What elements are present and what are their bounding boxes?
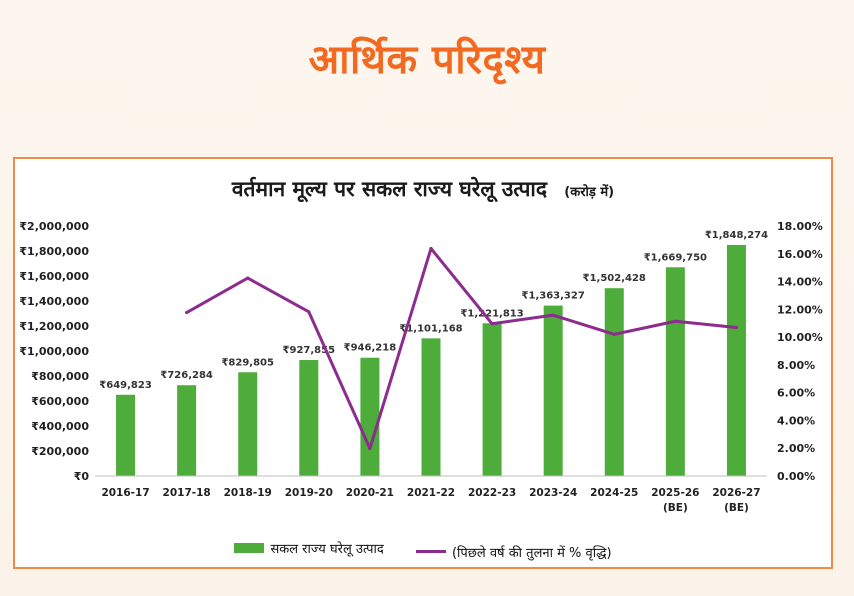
x-tick-label: 2018-19 [224, 487, 272, 499]
x-tick-label: 2026-27 (BE) [712, 487, 760, 514]
y-left-tick-label: ₹400,000 [31, 420, 89, 433]
y-left-tick-label: ₹1,200,000 [19, 320, 89, 333]
y-right-tick-label: 16.00% [777, 248, 823, 261]
growth-point [246, 276, 250, 280]
y-left-tick-label: ₹600,000 [31, 395, 89, 408]
y-right-tick-label: 6.00% [777, 387, 815, 400]
x-tick-line: 2019-20 [285, 487, 333, 499]
bar-data-label: ₹1,848,274 [705, 230, 768, 241]
x-tick-label: 2025-26 (BE) [651, 487, 699, 514]
page-title: आर्थिक परिदृश्य [308, 37, 546, 83]
bar [421, 338, 441, 476]
x-tick-line: (BE) [663, 502, 688, 514]
x-tick-line: 2024-25 [590, 487, 638, 499]
legend: सकल राज्य घरेलू उत्पाद (पिछले वर्ष की तु… [15, 539, 831, 561]
x-tick-line: 2017-18 [163, 487, 211, 499]
bar-data-labels: ₹649,823 ₹726,284 ₹829,805 ₹927,855 ₹946,218… [99, 230, 768, 391]
x-tick-line: (BE) [724, 502, 749, 514]
right-axis: 0.00% 2.00% 4.00% 6.00% 8.00% 10.00% 12.00% 14.… [777, 220, 823, 483]
y-right-tick-label: 14.00% [777, 276, 823, 289]
legend-label-growth: (पिछले वर्ष की तुलना में % वृद्धि) [451, 545, 612, 561]
bar [299, 360, 319, 476]
x-tick-line: 2016-17 [101, 487, 149, 499]
bar [604, 288, 624, 476]
y-left-tick-label: ₹800,000 [31, 370, 89, 383]
growth-point [673, 319, 677, 323]
x-tick-line: 2026-27 [712, 487, 760, 499]
bar [238, 372, 258, 476]
y-right-tick-label: 4.00% [777, 414, 815, 427]
bar [177, 385, 197, 476]
x-tick-label: 2017-18 [163, 487, 211, 499]
x-tick-label: 2023-24 [529, 487, 577, 499]
bar-data-label: ₹649,823 [99, 380, 152, 391]
legend-item-gsdp: सकल राज्य घरेलू उत्पाद [234, 539, 384, 557]
x-tick-line: 2020-21 [346, 487, 394, 499]
chart-title: वर्तमान मूल्य पर सकल राज्य घरेलू उत्पाद … [15, 175, 831, 203]
x-tick-line: 2022-23 [468, 487, 516, 499]
legend-bar-swatch [234, 543, 265, 553]
x-tick-line: 2018-19 [224, 487, 272, 499]
growth-point [551, 313, 555, 317]
chart-title-text: वर्तमान मूल्य पर सकल राज्य घरेलू उत्पाद [231, 177, 547, 201]
bar-data-label: ₹829,805 [221, 357, 274, 368]
y-right-tick-label: 8.00% [777, 359, 815, 372]
y-left-tick-label: ₹1,600,000 [19, 270, 89, 283]
x-tick-label: 2024-25 [590, 487, 638, 499]
bar-data-label: ₹1,221,813 [460, 308, 523, 319]
y-left-tick-label: ₹1,000,000 [19, 345, 89, 358]
legend-line-swatch [415, 550, 446, 553]
x-tick-line: 2025-26 [651, 487, 699, 499]
chart-card: वर्तमान मूल्य पर सकल राज्य घरेलू उत्पाद … [13, 157, 833, 569]
bar-data-label: ₹1,669,750 [644, 252, 707, 263]
growth-point [429, 246, 433, 251]
bar [482, 323, 502, 476]
growth-line-series [185, 246, 739, 451]
bar-data-label: ₹726,284 [160, 370, 213, 381]
legend-item-growth: (पिछले वर्ष की तुलना में % वृद्धि) [415, 543, 612, 561]
y-left-tick-label: ₹1,400,000 [19, 295, 89, 308]
growth-point [368, 446, 372, 451]
bar-data-label: ₹1,502,428 [583, 273, 646, 284]
y-right-tick-label: 10.00% [777, 331, 823, 344]
bar-series [116, 244, 746, 476]
y-left-tick-label: ₹0 [74, 470, 90, 483]
y-left-tick-label: ₹1,800,000 [19, 245, 89, 258]
y-right-tick-label: 12.00% [777, 303, 823, 316]
x-tick-label: 2021-22 [407, 487, 455, 499]
growth-line [185, 247, 737, 450]
bar [543, 305, 563, 476]
chart-unit-note: (करोड़ में) [564, 185, 615, 200]
bar-data-label: ₹1,101,168 [399, 323, 462, 334]
gsdp-chart: ₹0 ₹200,000 ₹400,000 ₹600,000 ₹800,000 ₹1,000… [19, 220, 823, 514]
x-tick-line: 2023-24 [529, 487, 577, 499]
y-right-tick-label: 18.00% [777, 220, 823, 233]
bar [665, 267, 685, 476]
y-left-tick-label: ₹200,000 [31, 445, 89, 458]
growth-point [307, 310, 311, 314]
x-tick-label: 2019-20 [285, 487, 333, 499]
bar [726, 244, 746, 476]
growth-point [490, 322, 494, 326]
y-right-tick-label: 0.00% [777, 470, 815, 483]
growth-point [185, 310, 189, 315]
bar-data-label: ₹946,218 [344, 343, 397, 354]
x-tick-label: 2020-21 [346, 487, 394, 499]
bar [360, 357, 380, 476]
bar-data-label: ₹1,363,327 [522, 291, 585, 302]
bar [116, 394, 136, 476]
x-tick-label: 2016-17 [101, 487, 149, 499]
y-left-tick-label: ₹2,000,000 [19, 220, 89, 233]
x-tick-label: 2022-23 [468, 487, 516, 499]
y-right-tick-label: 2.00% [777, 442, 815, 455]
bar-data-label: ₹927,855 [283, 345, 336, 356]
growth-point [612, 332, 616, 336]
x-tick-line: 2021-22 [407, 487, 455, 499]
growth-point [734, 325, 739, 330]
legend-label-gsdp: सकल राज्य घरेलू उत्पाद [270, 542, 384, 557]
x-axis: 2016-17 2017-18 2018-19 2019-20 2020-21 2021-… [95, 475, 767, 514]
left-axis: ₹0 ₹200,000 ₹400,000 ₹600,000 ₹800,000 ₹1,000… [19, 220, 89, 483]
